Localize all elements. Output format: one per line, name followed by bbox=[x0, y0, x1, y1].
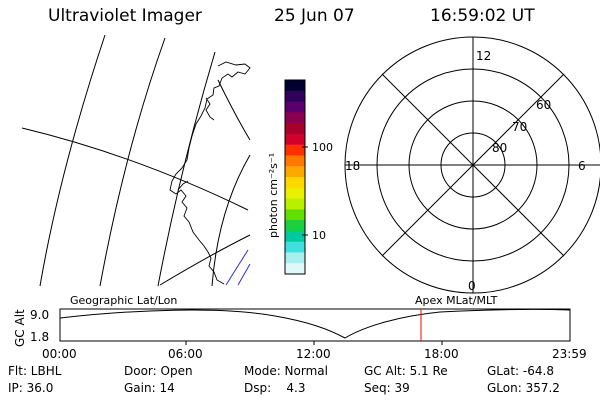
latitude-arc bbox=[39, 34, 106, 287]
mlt-label-noon: 12 bbox=[476, 49, 491, 63]
colorbar-frame bbox=[284, 79, 306, 275]
x-tick-label: 23:59 bbox=[552, 347, 587, 361]
timeline-panel bbox=[59, 308, 571, 345]
coastline bbox=[169, 61, 251, 285]
dsp-value: Dsp: 4.3 bbox=[244, 381, 306, 395]
y-tick-label-low: 1.8 bbox=[30, 330, 49, 344]
colorbar-unit-label: photon cm⁻²s⁻¹ bbox=[267, 153, 280, 238]
terminator-line bbox=[237, 263, 251, 286]
latitude-arc bbox=[211, 154, 251, 287]
ip-value: IP: 36.0 bbox=[8, 381, 54, 395]
date-label: 25 Jun 07 bbox=[274, 6, 355, 26]
x-tick-label: 00:00 bbox=[42, 347, 77, 361]
coastline bbox=[177, 97, 215, 191]
mlt-label-dawn: 6 bbox=[578, 159, 586, 173]
mlt-diagonal bbox=[381, 73, 565, 257]
mlt-label-midnight: 0 bbox=[468, 279, 476, 293]
lat-label-80: 80 bbox=[492, 141, 507, 155]
latitude-arc bbox=[99, 37, 166, 287]
gain-value: Gain: 14 bbox=[124, 381, 175, 395]
time-label: 16:59:02 UT bbox=[430, 6, 535, 26]
colorbar-swatch bbox=[285, 166, 305, 178]
colorbar-swatch bbox=[285, 112, 305, 124]
colorbar-swatch bbox=[285, 133, 305, 146]
longitude-line bbox=[217, 79, 251, 141]
geographic-longitude: GLon: 357.2 bbox=[487, 381, 560, 395]
colorbar-swatch bbox=[285, 80, 305, 92]
colorbar-swatch bbox=[285, 90, 305, 103]
terminator-line bbox=[225, 249, 249, 286]
sequence-number: Seq: 39 bbox=[364, 381, 410, 395]
colorbar-swatch bbox=[285, 209, 305, 221]
longitude-line bbox=[21, 127, 249, 211]
colorbar-swatch bbox=[285, 144, 305, 156]
timeline-left-caption: Geographic Lat/Lon bbox=[70, 294, 177, 307]
colorbar-swatch bbox=[285, 263, 305, 275]
y-tick-label-high: 9.0 bbox=[30, 308, 49, 322]
colorbar-swatch bbox=[285, 177, 305, 189]
gc-altitude: GC Alt: 5.1 Re bbox=[364, 364, 448, 378]
door-status: Door: Open bbox=[124, 364, 193, 378]
colorbar-swatch bbox=[285, 123, 305, 135]
colorbar-swatch bbox=[285, 155, 305, 167]
flight-filter: Flt: LBHL bbox=[8, 364, 62, 378]
polar-plot bbox=[344, 36, 600, 294]
x-tick-label: 18:00 bbox=[424, 347, 459, 361]
mode-status: Mode: Normal bbox=[244, 364, 328, 378]
lat-label-60: 60 bbox=[536, 98, 551, 112]
timeline-axis-title: GC Alt bbox=[13, 309, 27, 347]
colorbar-swatch bbox=[285, 220, 305, 232]
geographic-latitude: GLat: -64.8 bbox=[487, 364, 554, 378]
colorbar-tick-label: 100 bbox=[312, 141, 333, 154]
colorbar-swatch bbox=[285, 198, 305, 210]
latitude-arc bbox=[157, 51, 216, 287]
x-tick-label: 06:00 bbox=[168, 347, 203, 361]
mlt-label-dusk: 18 bbox=[345, 159, 360, 173]
colorbar-tick-label: 10 bbox=[312, 229, 326, 242]
altitude-curve bbox=[59, 308, 571, 339]
geographic-map bbox=[21, 34, 251, 287]
colorbar-swatch bbox=[285, 101, 305, 113]
instrument-title: Ultraviolet Imager bbox=[48, 6, 202, 26]
colorbar-swatch bbox=[285, 187, 305, 200]
colorbar-swatch bbox=[285, 252, 305, 264]
timeline-frame bbox=[59, 308, 571, 342]
lat-label-70: 70 bbox=[512, 120, 527, 134]
colorbar bbox=[284, 79, 306, 275]
timeline-right-caption: Apex MLat/MLT bbox=[415, 294, 498, 307]
colorbar-swatch bbox=[285, 241, 305, 253]
longitude-line bbox=[159, 234, 251, 286]
colorbar-swatch bbox=[285, 230, 305, 243]
x-tick-label: 12:00 bbox=[296, 347, 331, 361]
